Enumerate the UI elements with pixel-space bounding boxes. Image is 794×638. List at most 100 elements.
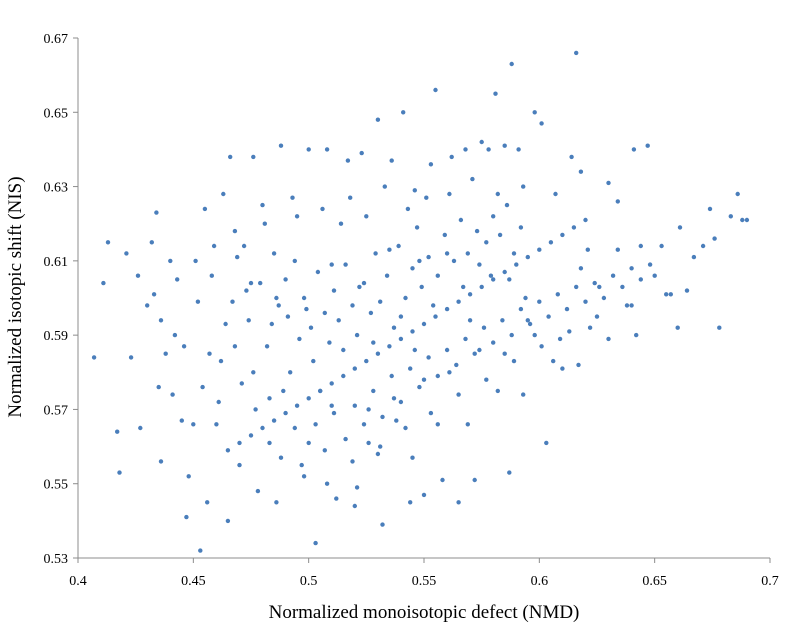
data-point [525, 254, 530, 260]
data-point [444, 347, 450, 353]
data-point [138, 425, 143, 431]
data-point [341, 347, 346, 353]
data-point [283, 277, 288, 282]
data-point [207, 351, 212, 356]
data-point [456, 299, 461, 304]
data-point [472, 351, 477, 356]
data-point [564, 306, 570, 312]
data-point [200, 384, 205, 390]
data-point [156, 384, 161, 390]
data-point [728, 214, 733, 219]
data-point [514, 262, 519, 267]
data-point [375, 451, 381, 457]
data-point [329, 262, 334, 267]
data-point [158, 318, 164, 323]
data-point [555, 292, 560, 297]
data-point [447, 370, 452, 375]
data-point [364, 358, 369, 364]
data-point [315, 269, 321, 275]
data-point [401, 110, 406, 115]
data-point [237, 440, 242, 446]
data-point [239, 381, 244, 386]
data-point [403, 425, 408, 431]
data-point [225, 518, 231, 524]
data-point [574, 284, 579, 290]
data-point [276, 303, 281, 308]
data-point [463, 147, 468, 152]
data-point [184, 514, 189, 520]
data-point [638, 277, 643, 282]
data-point [274, 500, 279, 505]
data-point [426, 254, 431, 260]
data-point [264, 344, 270, 349]
data-point [237, 462, 242, 468]
data-point [288, 370, 293, 375]
data-point [371, 340, 376, 345]
data-point [548, 240, 554, 245]
data-point [488, 273, 494, 278]
data-point [218, 358, 224, 364]
data-point [574, 50, 579, 56]
y-tick-label: 0.59 [44, 329, 69, 344]
data-point [497, 232, 503, 238]
data-point [523, 295, 528, 301]
data-point [281, 388, 286, 394]
data-point [594, 314, 600, 319]
data-point [491, 340, 496, 345]
data-point [504, 202, 510, 208]
data-point [521, 392, 526, 397]
data-point [274, 295, 279, 301]
data-point [179, 418, 184, 423]
data-point [587, 325, 593, 330]
data-point [456, 392, 461, 397]
data-point [398, 399, 404, 405]
data-point [707, 206, 713, 212]
data-point [412, 347, 417, 353]
data-point [419, 284, 424, 290]
data-point [354, 485, 360, 490]
data-point [412, 188, 417, 193]
data-point [532, 332, 537, 338]
data-point [744, 217, 750, 223]
data-point [509, 332, 514, 338]
data-point [735, 191, 740, 197]
data-point [235, 254, 240, 260]
data-point [253, 407, 258, 412]
data-point [634, 332, 639, 338]
data-point [382, 184, 387, 189]
y-axis-title: Normalized isotopic shift (NIS) [5, 176, 26, 417]
data-point [467, 318, 473, 323]
data-point [313, 540, 318, 546]
data-point [560, 232, 565, 238]
data-point [560, 366, 565, 371]
data-point [684, 288, 690, 293]
data-point [375, 351, 381, 356]
data-point [474, 228, 480, 234]
data-point [507, 277, 512, 282]
data-point [433, 314, 438, 319]
data-point [384, 273, 390, 278]
data-point [364, 214, 369, 219]
data-point [278, 143, 284, 148]
data-point [424, 195, 429, 200]
data-point [398, 336, 404, 342]
data-point [343, 436, 348, 442]
data-point [597, 284, 602, 290]
data-point [502, 351, 507, 356]
data-point [403, 295, 408, 301]
data-point [484, 240, 489, 245]
data-point [546, 314, 551, 319]
data-point [331, 410, 337, 416]
data-point [484, 377, 489, 382]
y-tick-label: 0.53 [44, 552, 69, 567]
data-point [117, 470, 122, 475]
data-point [551, 358, 556, 364]
data-point [375, 117, 381, 122]
data-point [629, 303, 634, 308]
y-tick-label: 0.55 [44, 478, 69, 493]
data-point [532, 110, 537, 115]
data-point [290, 195, 295, 200]
data-point [391, 325, 397, 330]
data-point [198, 548, 203, 553]
data-point [168, 258, 173, 264]
